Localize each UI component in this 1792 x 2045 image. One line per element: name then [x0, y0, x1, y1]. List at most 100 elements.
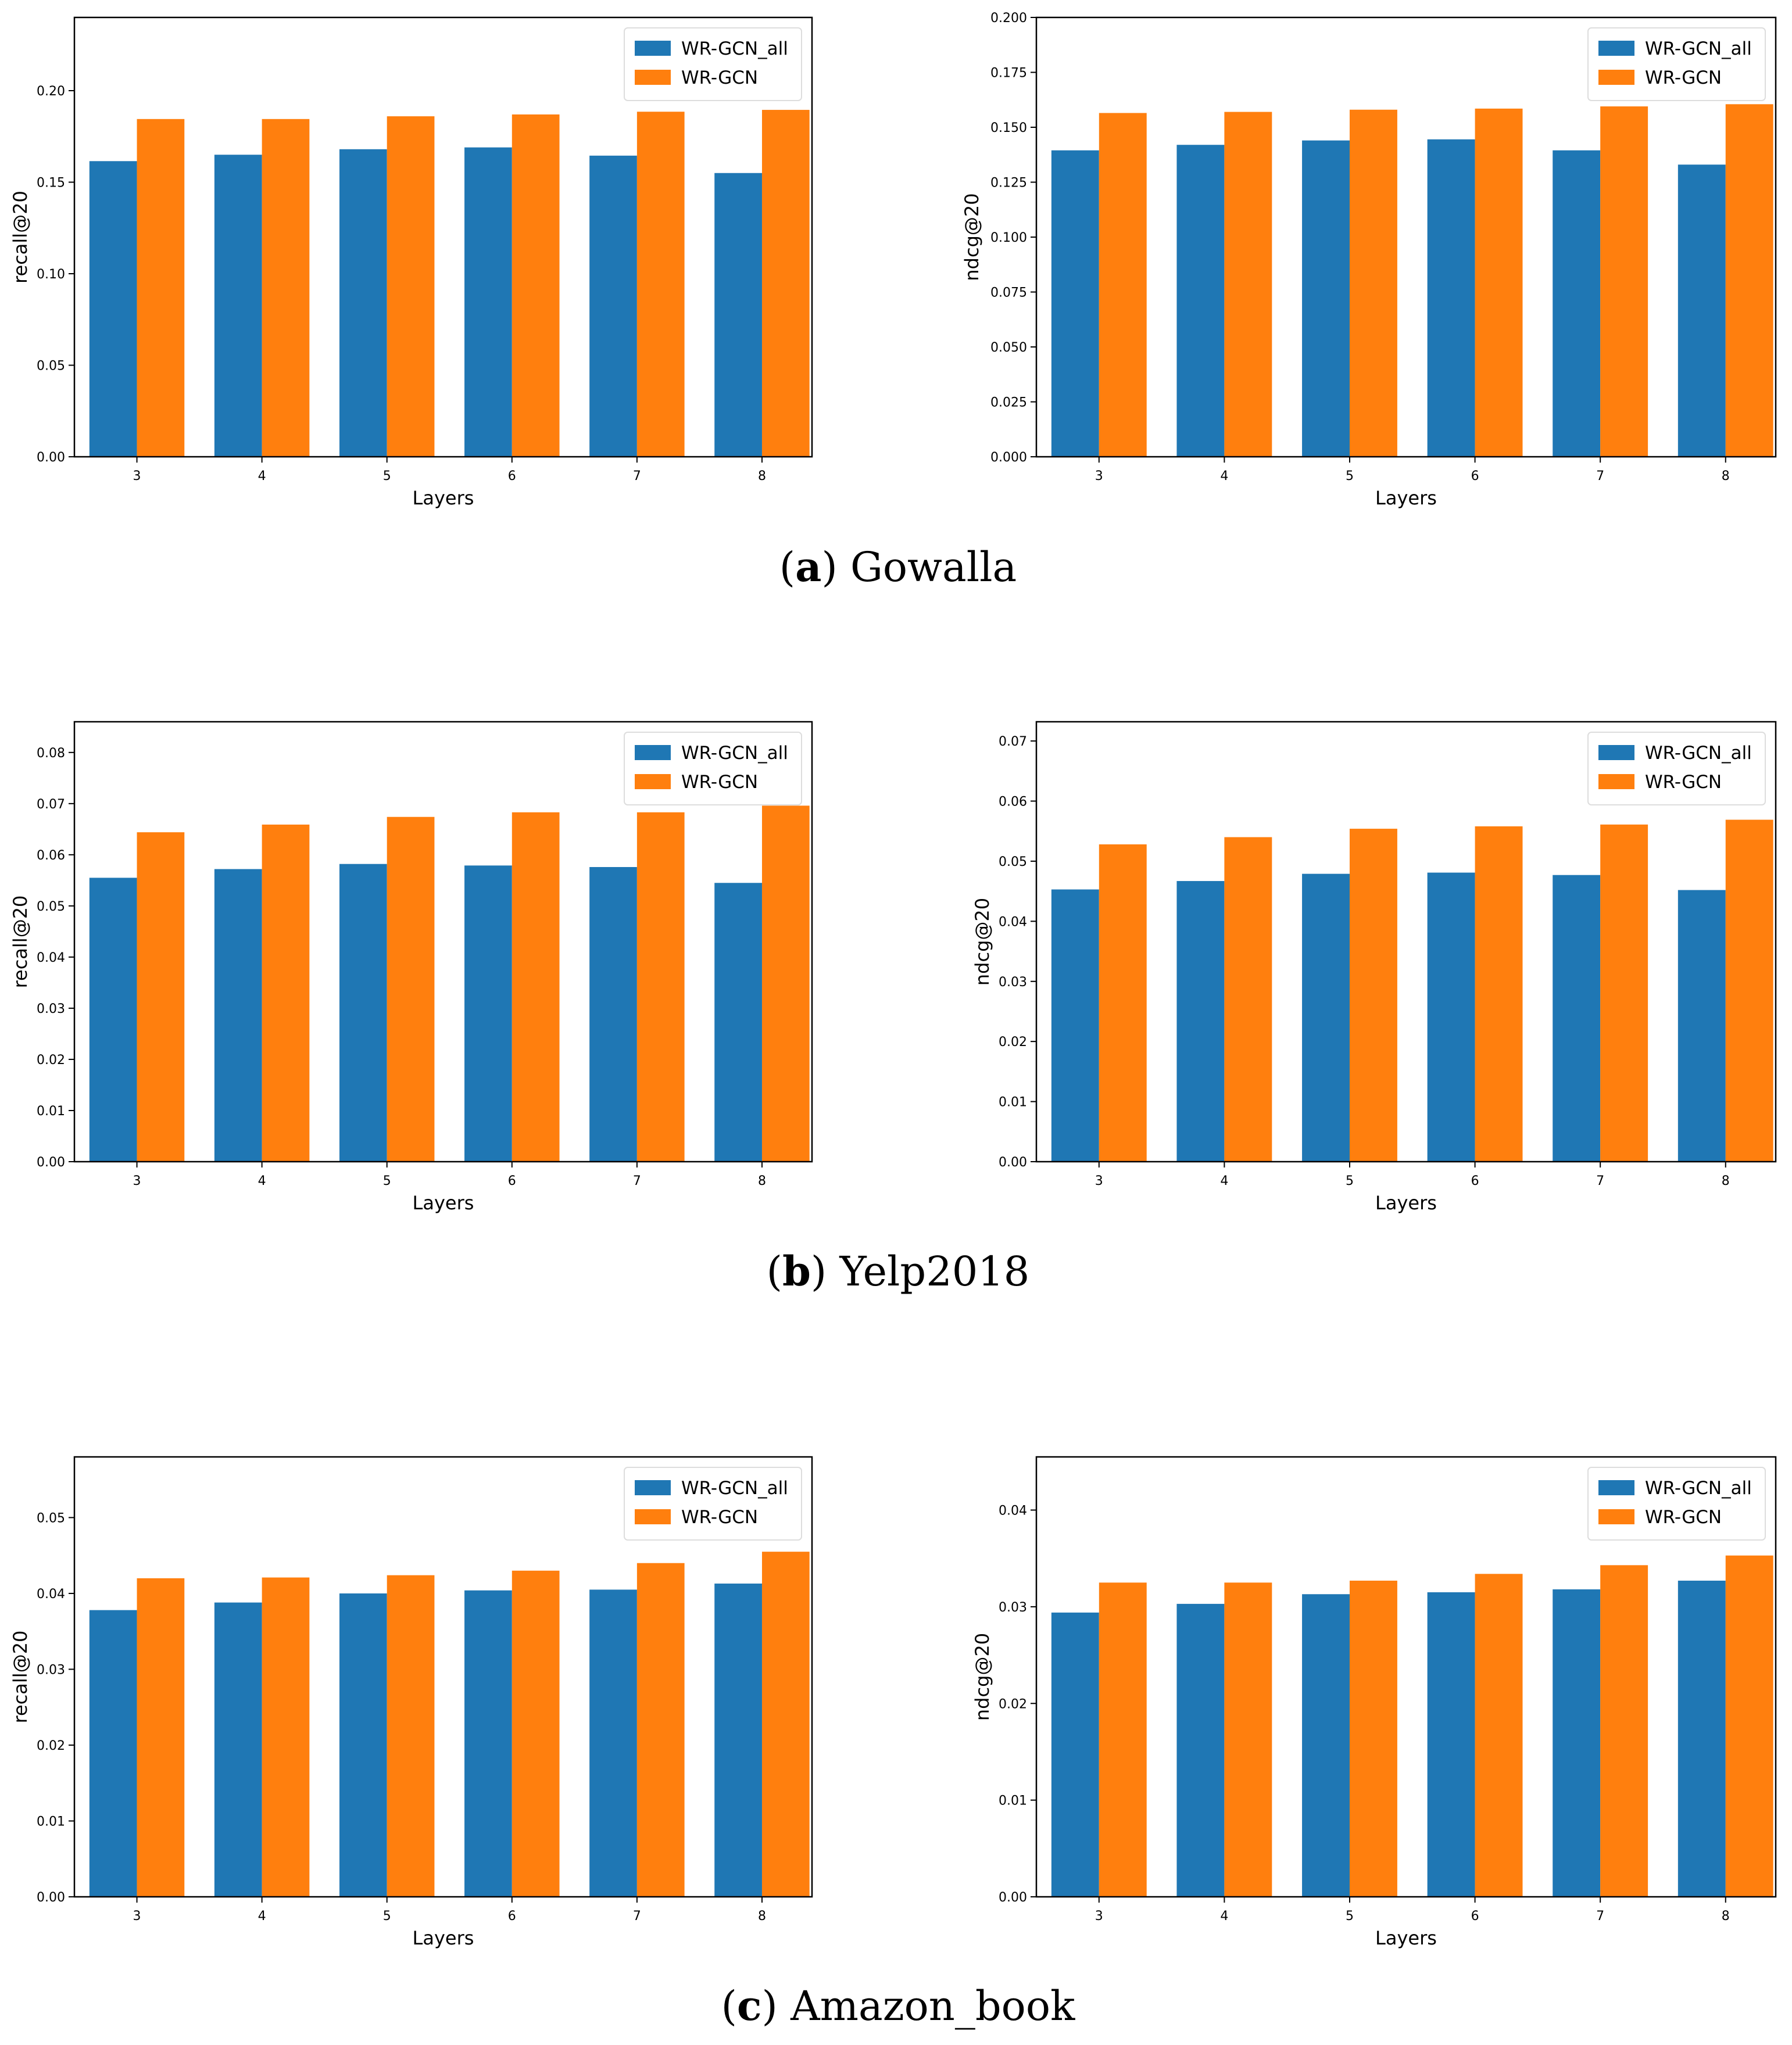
y-tick-label: 0.01	[999, 1794, 1027, 1808]
y-tick-label: 0.10	[37, 267, 65, 282]
caption-c-name: Amazon_book	[790, 1982, 1075, 2030]
plot-frame	[1035, 721, 1777, 1163]
bar-wr-gcn-all-5	[339, 149, 387, 457]
y-tick-label: 0.075	[990, 286, 1027, 300]
y-tick-label: 0.00	[37, 450, 65, 465]
plot-frame	[73, 16, 813, 458]
bar-wr-gcn-all-5	[339, 864, 387, 1162]
x-tick-label: 3	[133, 1909, 141, 1924]
bar-wr-gcn-7	[1600, 824, 1648, 1162]
x-tick-label: 6	[508, 1174, 516, 1188]
chart-amazon-ndcg: 3 4 5 6 7 8 0.00 0.01 0.02 0.03 0.04 Layers ndcg@20 W…	[971, 1456, 1777, 1949]
y-tick-label: 0.05	[37, 1511, 65, 1525]
bar-wr-gcn-all-4	[1176, 1603, 1225, 1897]
x-tick-label: 8	[758, 1909, 766, 1924]
bar-wr-gcn-all-6	[1427, 1592, 1475, 1897]
y-tick-label: 0.00	[999, 1890, 1027, 1905]
chart-yelp-ndcg: 3 4 5 6 7 8 0.00 0.01 0.02 0.03 0.04 0.05 0.06 0.07 La…	[971, 721, 1777, 1214]
bar-wr-gcn-6	[512, 114, 560, 457]
x-tick-label: 5	[383, 1909, 391, 1924]
svg-text:(b) Yelp2018: (b) Yelp2018	[767, 1247, 1030, 1295]
y-tick-label: 0.00	[37, 1155, 65, 1170]
x-tick-label: 3	[133, 469, 141, 484]
y-tick-label: 0.100	[990, 231, 1027, 245]
legend-label: WR-GCN_all	[1645, 743, 1752, 764]
legend-swatch	[635, 1480, 671, 1495]
legend: WR-GCN_all WR-GCN	[624, 27, 802, 101]
bar-wr-gcn-8	[1725, 1555, 1773, 1897]
y-tick-label: 0.000	[990, 450, 1027, 465]
x-tick-label: 7	[633, 469, 641, 484]
x-tick-label: 8	[1722, 469, 1730, 484]
legend-swatch	[635, 1509, 671, 1524]
legend-swatch	[1598, 1509, 1634, 1524]
bar-wr-gcn-all-3	[1051, 1612, 1099, 1897]
y-tick-label: 0.04	[37, 1587, 65, 1602]
y-tick-label: 0.20	[37, 84, 65, 99]
y-tick-label: 0.03	[37, 1002, 65, 1016]
y-tick-label: 0.050	[990, 341, 1027, 355]
y-tick-label: 0.01	[37, 1814, 65, 1829]
bar-wr-gcn-all-4	[214, 155, 262, 457]
legend-label: WR-GCN	[1645, 1507, 1722, 1528]
bar-wr-gcn-all-5	[339, 1593, 387, 1897]
plot-frame	[73, 1456, 813, 1898]
legend-label: WR-GCN_all	[1645, 38, 1752, 59]
legend: WR-GCN_all WR-GCN	[1587, 27, 1766, 101]
legend: WR-GCN_all WR-GCN	[624, 1467, 802, 1541]
bar-wr-gcn-all-5	[1302, 1594, 1350, 1897]
y-axis-label: recall@20	[9, 896, 31, 989]
x-axis-label: Layers	[413, 487, 474, 509]
x-axis-label: Layers	[413, 1192, 474, 1214]
bar-wr-gcn-all-3	[1051, 889, 1099, 1162]
bar-wr-gcn-8	[1725, 104, 1773, 457]
bar-wr-gcn-5	[1349, 829, 1397, 1162]
y-tick-label: 0.05	[37, 359, 65, 374]
bar-wr-gcn-5	[1349, 109, 1397, 457]
bar-wr-gcn-6	[1475, 826, 1523, 1162]
bar-wr-gcn-6	[1475, 1574, 1523, 1897]
x-tick-label: 3	[133, 1174, 141, 1188]
bar-wr-gcn-all-3	[89, 878, 137, 1162]
bar-wr-gcn-6	[512, 1570, 560, 1897]
legend-label: WR-GCN_all	[681, 1478, 788, 1499]
legend-swatch	[1598, 70, 1634, 85]
legend: WR-GCN_all WR-GCN	[1587, 732, 1766, 805]
bar-wr-gcn-all-7	[589, 866, 637, 1162]
legend-label: WR-GCN_all	[681, 743, 788, 764]
bar-wr-gcn-7	[636, 1563, 685, 1897]
x-tick-label: 3	[1095, 469, 1103, 484]
bar-wr-gcn-7	[636, 112, 685, 457]
bar-wr-gcn-all-4	[214, 869, 262, 1162]
y-tick-label: 0.07	[999, 735, 1027, 749]
bar-wr-gcn-all-6	[464, 865, 512, 1162]
bar-wr-gcn-7	[1600, 106, 1648, 457]
x-tick-label: 6	[1471, 469, 1479, 484]
bar-wr-gcn-4	[1224, 112, 1272, 457]
bar-wr-gcn-all-7	[1553, 1589, 1601, 1897]
y-tick-label: 0.175	[990, 66, 1027, 81]
bar-wr-gcn-5	[387, 116, 435, 457]
bar-wr-gcn-3	[137, 832, 185, 1162]
bar-wr-gcn-8	[761, 805, 810, 1162]
caption-b-name: Yelp2018	[839, 1248, 1029, 1295]
bar-wr-gcn-all-3	[89, 161, 137, 457]
bar-wr-gcn-all-4	[214, 1602, 262, 1897]
bar-wr-gcn-all-4	[1176, 145, 1225, 457]
chart-gowalla-recall: 3 4 5 6 7 8 0.00 0.05 0.10 0.15 0.20 Layers recall@2…	[9, 16, 813, 509]
x-tick-label: 8	[758, 469, 766, 484]
svg-text:(c) Amazon_book: (c) Amazon_book	[721, 1982, 1075, 2030]
bar-wr-gcn-all-3	[89, 1610, 137, 1897]
x-tick-label: 5	[1346, 1909, 1354, 1924]
legend-label: WR-GCN_all	[1645, 1478, 1752, 1499]
legend-swatch	[1598, 745, 1634, 760]
y-tick-label: 0.01	[37, 1104, 65, 1119]
y-tick-label: 0.02	[999, 1697, 1027, 1711]
bar-wr-gcn-all-8	[714, 1583, 762, 1897]
x-tick-label: 5	[1346, 469, 1354, 484]
bar-wr-gcn-5	[387, 1575, 435, 1897]
x-tick-label: 7	[1596, 1909, 1604, 1924]
x-tick-label: 3	[1095, 1909, 1103, 1924]
y-tick-label: 0.02	[37, 1739, 65, 1753]
bar-wr-gcn-3	[1099, 844, 1147, 1162]
